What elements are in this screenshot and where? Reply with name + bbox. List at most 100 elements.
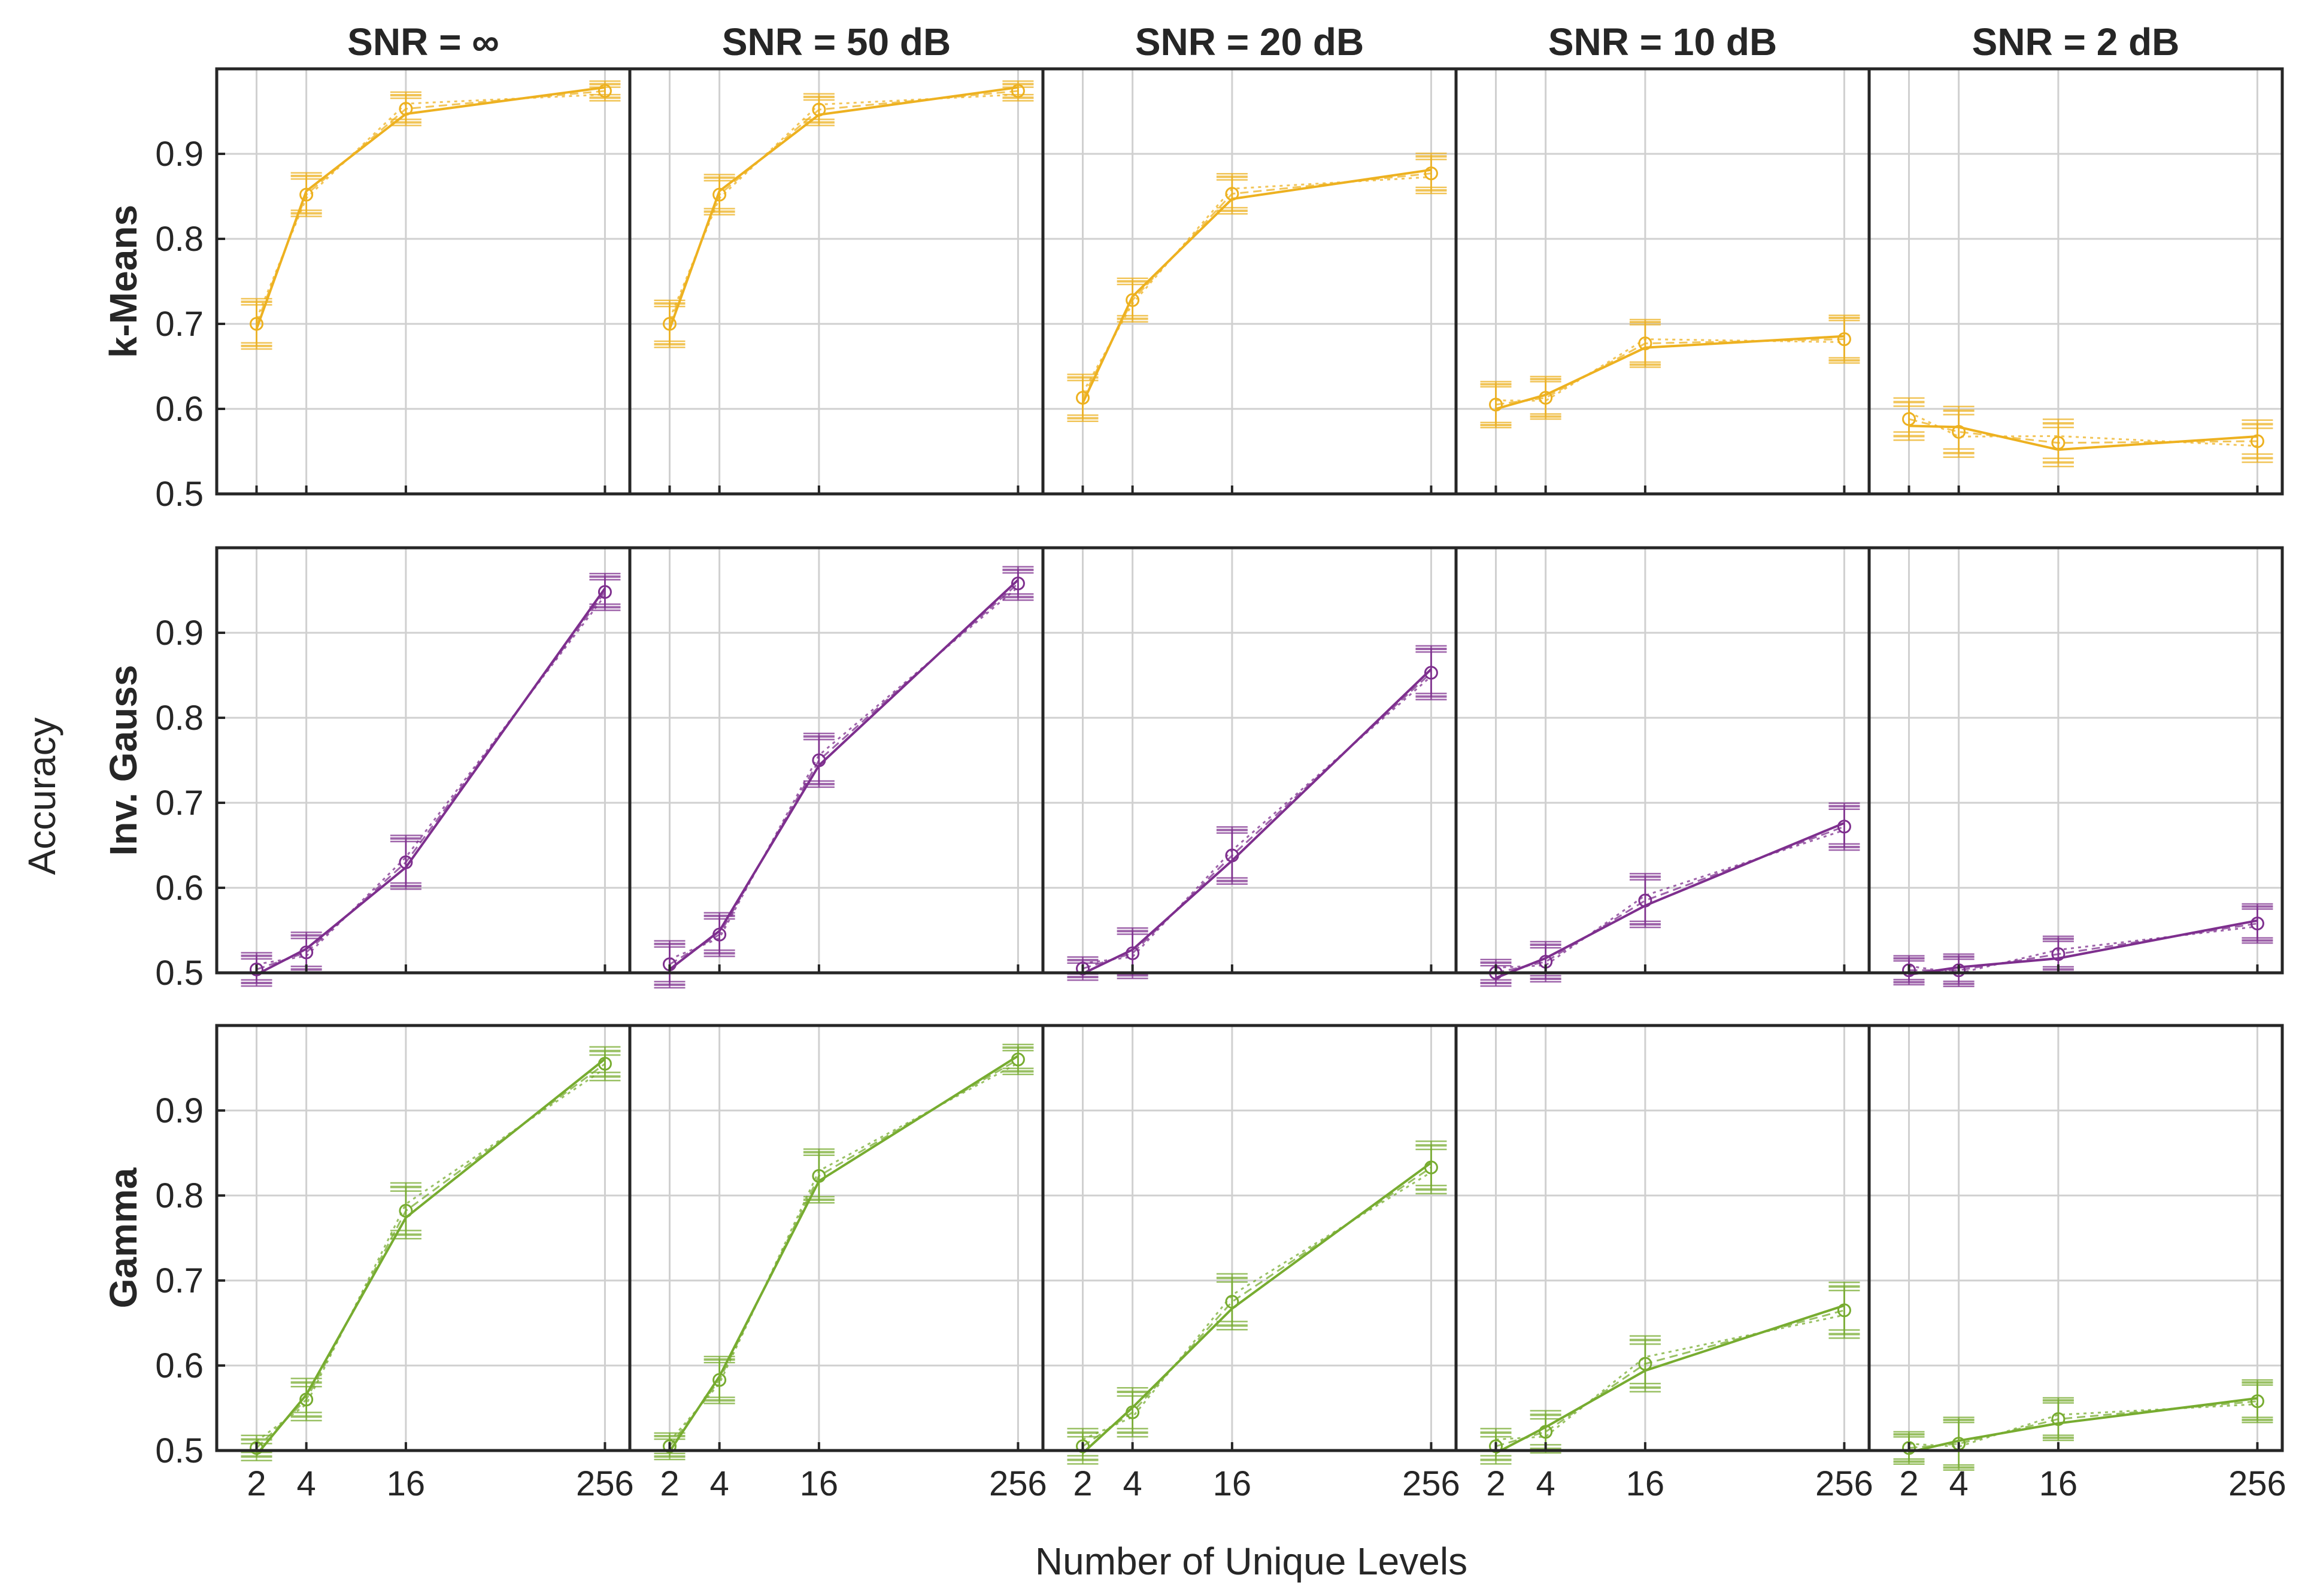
x-tick-label: 256: [2228, 1464, 2286, 1503]
data-point: [1902, 412, 1916, 426]
series-line-k-means-rep1: [256, 90, 605, 324]
series-line-k-means-rep2: [1082, 176, 1431, 393]
panel-frame: [215, 67, 632, 496]
x-tick-label: 4: [1949, 1464, 1969, 1503]
data-point: [1952, 424, 1966, 439]
series-line-inv-gauss-rep2: [1496, 829, 1845, 969]
grid-layer: [217, 69, 2282, 1451]
data-point: [1489, 398, 1503, 412]
column-title-1: SNR = 50 dB: [722, 20, 951, 63]
x-tick-label: 256: [576, 1464, 634, 1503]
data-point: [1638, 336, 1652, 351]
panel-frame: [1867, 1024, 2284, 1452]
data-point: [1952, 963, 1966, 978]
data-point: [1126, 946, 1140, 960]
x-tick-label: 256: [1402, 1464, 1460, 1503]
series-line-gamma-rep2: [1082, 1171, 1432, 1440]
data-point: [1076, 391, 1090, 405]
series-line-k-means-rep2: [669, 93, 1018, 320]
y-axis-label: Accuracy: [20, 717, 63, 875]
data-point: [1902, 1441, 1916, 1455]
data-point: [1011, 1052, 1025, 1067]
data-point: [1011, 84, 1025, 98]
series-line-k-means-rep1: [1082, 172, 1431, 399]
series-line-k-means-rep0: [1909, 424, 2258, 451]
x-tick-label: 256: [989, 1464, 1047, 1503]
data-point: [2051, 1412, 2066, 1426]
x-tick-label: 256: [1815, 1464, 1873, 1503]
panel-frame: [1041, 67, 1458, 496]
data-point: [812, 1169, 826, 1183]
panel-2-1: [630, 1025, 1043, 1451]
x-tick-label: 4: [1123, 1464, 1142, 1503]
data-point: [250, 962, 264, 976]
series-line-inv-gauss-rep1: [1496, 826, 1845, 974]
data-point: [712, 1373, 727, 1387]
data-point: [1539, 1425, 1553, 1439]
row-label-1: Inv. Gauss: [102, 665, 145, 856]
series-line-k-means-rep1: [669, 90, 1018, 324]
x-tick-label: 2: [1899, 1464, 1918, 1503]
data-point: [1126, 293, 1140, 307]
data-point: [1225, 848, 1239, 863]
panel-frame: [215, 546, 632, 975]
panel-2-3: [1456, 1025, 1869, 1451]
series-line-gamma-rep1: [669, 1058, 1019, 1447]
y-tick-label: 0.6: [155, 1346, 204, 1385]
y-tick-label: 0.8: [155, 1176, 204, 1215]
data-point: [1837, 332, 1851, 347]
series-layer: [241, 80, 2273, 1471]
data-point: [1126, 1405, 1140, 1419]
y-tick-label: 0.5: [155, 954, 204, 993]
y-tick-label: 0.6: [155, 869, 204, 908]
data-point: [663, 1439, 677, 1454]
series-line-inv-gauss-rep0: [256, 587, 606, 976]
data-point: [1424, 1160, 1438, 1175]
series-line-k-means-rep0: [255, 86, 605, 330]
series-line-inv-gauss-rep2: [669, 586, 1019, 960]
y-tick-label: 0.9: [155, 135, 204, 174]
data-point: [399, 102, 413, 116]
data-point: [812, 102, 826, 117]
x-tick-label: 2: [660, 1464, 679, 1503]
column-title-4: SNR = 2 dB: [1972, 20, 2180, 63]
series-line-inv-gauss-rep2: [256, 594, 606, 966]
series-line-gamma-rep2: [256, 1067, 606, 1442]
column-title-2: SNR = 20 dB: [1135, 20, 1364, 63]
y-tick-label: 0.5: [155, 475, 204, 514]
data-point: [1902, 963, 1916, 978]
data-point: [598, 1057, 612, 1071]
data-point: [1225, 187, 1239, 201]
series-line-gamma-rep2: [669, 1062, 1019, 1442]
panel-0-1: [630, 69, 1043, 494]
x-tick-label: 16: [387, 1464, 426, 1503]
x-tick-label: 4: [1536, 1464, 1555, 1503]
panel-0-4: [1869, 69, 2282, 494]
panel-1-4: [1869, 548, 2282, 973]
y-tick-label: 0.9: [155, 614, 204, 653]
data-point: [1424, 666, 1438, 680]
data-point: [299, 1392, 314, 1407]
panel-frame: [1041, 1024, 1458, 1452]
panel-2-2: [1043, 1025, 1456, 1451]
data-point: [299, 187, 314, 202]
data-point: [250, 1441, 264, 1455]
y-tick-label: 0.6: [155, 390, 204, 429]
y-tick-label: 0.8: [155, 220, 204, 259]
panel-frame: [1041, 546, 1458, 975]
data-point: [2051, 436, 2066, 450]
series-line-gamma-rep0: [1909, 1397, 2258, 1454]
column-title-0: SNR = ∞: [347, 20, 499, 63]
data-point: [250, 317, 264, 331]
x-axis-label: Number of Unique Levels: [1035, 1540, 1467, 1583]
frame-layer: [215, 67, 2284, 1452]
data-point: [712, 927, 727, 942]
data-point: [1076, 961, 1090, 976]
series-line-gamma-rep1: [1496, 1309, 1845, 1448]
data-point: [2250, 434, 2264, 448]
x-tick-label: 16: [2039, 1464, 2078, 1503]
y-tick-label: 0.7: [155, 305, 204, 344]
panel-frame: [628, 67, 1045, 496]
panel-frame: [1454, 546, 1871, 975]
